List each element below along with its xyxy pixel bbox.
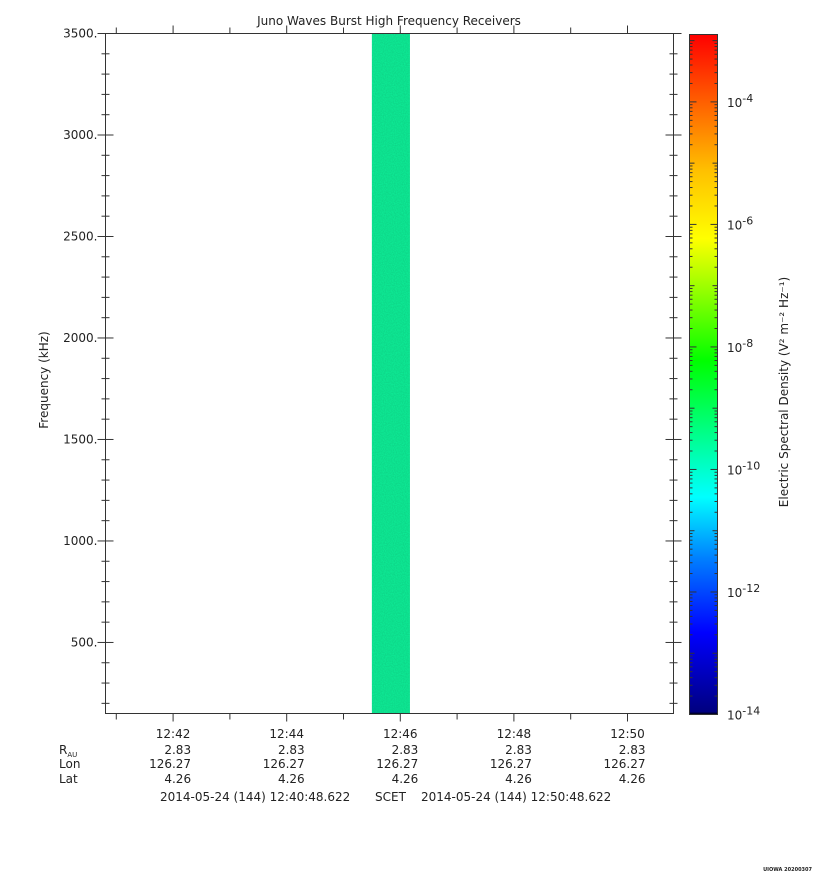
- ephemeris-value: 126.27: [376, 757, 418, 771]
- x-tick-label: 12:42: [156, 727, 191, 741]
- y-tick-label: 3500.: [63, 27, 97, 41]
- ephemeris-row-label: RAU: [59, 743, 77, 759]
- time-range-middle: SCET: [375, 790, 407, 804]
- ephemeris-value: 4.26: [619, 772, 646, 786]
- ephemeris-value: 126.27: [490, 757, 532, 771]
- y-axis: 500. 1000. 1500. 2000. 2500. 3000. 3500.: [63, 27, 682, 704]
- y-tick-label: 1000.: [63, 534, 97, 548]
- ephemeris-value: 4.26: [392, 772, 419, 786]
- colorbar-tick-label: 10-6: [727, 214, 753, 232]
- y-tick-label: 500.: [71, 635, 98, 649]
- time-range-start: 2014-05-24 (144) 12:40:48.622: [160, 790, 350, 804]
- spectral-band: [371, 33, 410, 714]
- x-tick-label: 12:44: [269, 727, 304, 741]
- colorbar-tick-label: 10-4: [727, 92, 753, 110]
- ephemeris-value: 126.27: [603, 757, 645, 771]
- colorbar-tick-label: 10-12: [727, 582, 760, 600]
- colorbar-tick-label: 10-10: [727, 459, 760, 477]
- ephemeris-table: RAU 2.83 2.83 2.83 2.83 2.83 Lon 126.27 126.27 12…: [59, 743, 645, 786]
- time-range-end: 2014-05-24 (144) 12:50:48.622: [421, 790, 611, 804]
- ephemeris-value: 2.83: [164, 743, 191, 757]
- x-tick-label: 12:46: [383, 727, 418, 741]
- x-tick-label: 12:48: [497, 727, 532, 741]
- colorbar-label: Electric Spectral Density (V² m⁻² Hz⁻¹): [777, 277, 791, 507]
- y-tick-label: 2000.: [63, 331, 97, 345]
- colorbar: [689, 34, 718, 715]
- x-axis: 12:42 12:44 12:46 12:48 12:50: [115, 25, 645, 741]
- ephemeris-value: 2.83: [505, 743, 532, 757]
- y-axis-label: Frequency (kHz): [37, 331, 51, 428]
- colorbar-tick-label: 10-8: [727, 337, 753, 355]
- ephemeris-value: 2.83: [619, 743, 646, 757]
- y-tick-label: 3000.: [63, 128, 97, 142]
- ephemeris-value: 4.26: [278, 772, 305, 786]
- ephemeris-value: 126.27: [149, 757, 191, 771]
- colorbar-axis: 10-14 10-12 10-10 10-8 10-6 10-4: [689, 40, 760, 723]
- footer-stamp: UIOWA 20200307: [763, 867, 812, 873]
- x-tick-label: 12:50: [610, 727, 645, 741]
- y-tick-label: 1500.: [63, 432, 97, 446]
- plot-frame: [105, 33, 674, 714]
- data-layer: [371, 33, 410, 714]
- ephemeris-value: 4.26: [164, 772, 191, 786]
- colorbar-tick-label: 10-14: [727, 705, 760, 723]
- chart-title: Juno Waves Burst High Frequency Receiver…: [256, 14, 521, 28]
- ephemeris-row-label: Lat: [59, 772, 78, 786]
- ephemeris-value: 4.26: [505, 772, 532, 786]
- y-tick-label: 2500.: [63, 229, 97, 243]
- ephemeris-row-label: Lon: [59, 757, 80, 771]
- ephemeris-value: 2.83: [278, 743, 305, 757]
- ephemeris-value: 126.27: [263, 757, 305, 771]
- ephemeris-value: 2.83: [392, 743, 419, 757]
